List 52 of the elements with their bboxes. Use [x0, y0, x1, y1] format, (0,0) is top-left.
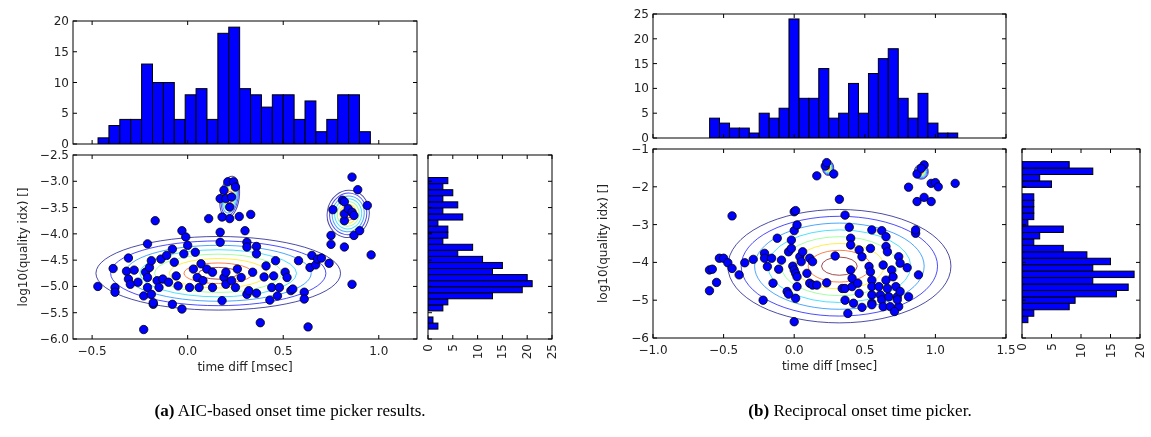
y-tick-label: −5	[631, 293, 649, 308]
x-tick-label: −1.0	[638, 343, 668, 357]
x-tick-label: 0.0	[784, 343, 804, 357]
y-tick-label: −5.5	[39, 305, 69, 320]
x-tick-label: −0.5	[77, 344, 107, 358]
y-axis-title: log10(quality idx) []	[596, 183, 610, 304]
y-tick-label: −3	[631, 217, 649, 232]
y-tick-label: −3.5	[39, 200, 69, 215]
x-axis-title: time diff [msec]	[197, 360, 293, 374]
text: (a) AIC-based onset time picker results.	[154, 401, 426, 420]
x-tick-label: 20	[1133, 343, 1147, 359]
x-tick-label: 1.5	[996, 343, 1016, 357]
y-tick-label: −2.5	[39, 148, 69, 162]
x-tick-label: 0	[1015, 343, 1029, 351]
y-tick-label: −6.0	[39, 332, 69, 346]
x-tick-label: 0.5	[273, 344, 293, 358]
y-tick-label: −2	[631, 179, 649, 194]
y-tick-label: 10	[633, 81, 649, 96]
y-tick-label: −6	[631, 331, 649, 345]
x-tick-label: 0.0	[178, 344, 198, 358]
y-axis-title: log10(quality idx) []	[16, 187, 30, 307]
y-tick-label: −4	[631, 255, 649, 270]
x-tick-label: 1.0	[369, 344, 389, 358]
y-tick-label: −1	[631, 142, 649, 156]
x-tick-label: 15	[1103, 343, 1118, 359]
text: (b) Reciprocal onset time picker.	[748, 401, 972, 420]
x-tick-label: 5	[1044, 343, 1059, 351]
y-tick-label: 15	[633, 56, 649, 71]
y-tick-label: −3.0	[39, 174, 69, 189]
x-tick-label: 25	[545, 344, 559, 360]
y-tick-label: 5	[61, 106, 69, 121]
x-tick-label: 10	[1074, 343, 1088, 359]
y-tick-label: 0	[641, 131, 649, 145]
y-tick-label: 20	[53, 14, 69, 28]
y-tick-label: 5	[641, 106, 649, 121]
x-tick-label: 0.5	[855, 343, 875, 357]
x-tick-label: 1.0	[925, 343, 945, 357]
x-tick-label: 20	[520, 344, 535, 360]
y-tick-label: 15	[53, 44, 69, 59]
y-tick-label: 25	[633, 7, 649, 21]
y-tick-label: 0	[61, 137, 69, 151]
x-tick-label: 15	[495, 344, 510, 360]
x-tick-label: −0.5	[709, 343, 739, 357]
y-tick-label: −5.0	[39, 279, 69, 294]
y-tick-label: −4.5	[39, 253, 69, 268]
y-tick-label: −4.0	[39, 226, 69, 241]
x-tick-label: 5	[445, 344, 460, 352]
y-tick-label: 20	[633, 31, 649, 46]
x-tick-label: 10	[470, 344, 485, 360]
y-tick-label: 10	[53, 75, 69, 90]
x-axis-title: time diff [msec]	[781, 359, 878, 373]
x-tick-label: 0	[421, 344, 435, 352]
